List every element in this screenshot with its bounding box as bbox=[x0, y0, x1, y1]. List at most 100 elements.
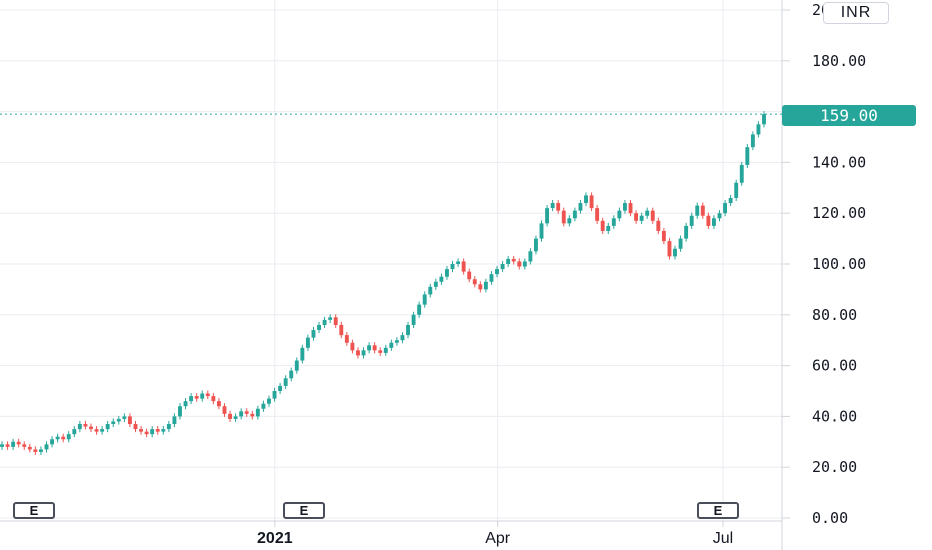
candle-up bbox=[684, 225, 689, 239]
candle-up bbox=[38, 449, 43, 452]
price-tick-label: 0.00 bbox=[812, 509, 848, 527]
candle-down bbox=[667, 241, 672, 257]
last-price-label: 159.00 bbox=[782, 105, 916, 126]
candle-up bbox=[300, 347, 305, 361]
candle-up bbox=[122, 416, 127, 419]
candle-up bbox=[611, 218, 616, 226]
time-tick-label: Apr bbox=[485, 530, 511, 547]
candle-down bbox=[628, 203, 633, 214]
candle-up bbox=[439, 276, 444, 282]
candle-up bbox=[166, 424, 171, 430]
candle-up bbox=[495, 269, 499, 275]
candle-up bbox=[261, 403, 266, 409]
candle-up bbox=[317, 324, 321, 331]
candle-down bbox=[22, 444, 27, 447]
candle-down bbox=[333, 317, 338, 325]
candle-down bbox=[650, 210, 655, 221]
candle-up bbox=[400, 335, 405, 341]
candle-up bbox=[545, 208, 550, 224]
candle-up bbox=[728, 197, 733, 204]
candle-up bbox=[678, 238, 683, 249]
candle-up bbox=[572, 210, 577, 219]
price-tick-label: 60.00 bbox=[812, 357, 857, 375]
candle-down bbox=[127, 416, 132, 425]
candle-up bbox=[483, 281, 488, 290]
candle-up bbox=[745, 147, 750, 165]
candle-up bbox=[55, 436, 60, 440]
candle-down bbox=[216, 401, 221, 407]
candle-down bbox=[339, 324, 344, 336]
price-tick-label: 120.00 bbox=[812, 204, 866, 222]
candle-up bbox=[161, 429, 166, 432]
time-axis[interactable]: 2021 Apr Jul bbox=[257, 521, 733, 547]
candle-up bbox=[11, 441, 16, 447]
earnings-marker[interactable]: E bbox=[283, 502, 325, 519]
earnings-marker[interactable]: E bbox=[697, 502, 739, 519]
candle-up bbox=[711, 218, 716, 226]
candle-up bbox=[72, 429, 77, 435]
candle-up bbox=[584, 195, 588, 204]
candle-down bbox=[344, 335, 349, 343]
candle-up bbox=[723, 203, 728, 214]
candle-down bbox=[222, 406, 227, 414]
candle-up bbox=[528, 251, 533, 262]
candle-down bbox=[83, 424, 88, 427]
candle-up bbox=[756, 124, 761, 135]
candle-up bbox=[311, 330, 316, 338]
candle-down bbox=[378, 350, 383, 353]
candle-up bbox=[294, 360, 299, 371]
candle-down bbox=[656, 220, 661, 231]
candle-up bbox=[100, 429, 105, 432]
candle-up bbox=[361, 350, 366, 356]
candle-up bbox=[645, 210, 650, 216]
candle-up bbox=[539, 223, 544, 239]
candle-down bbox=[517, 261, 522, 267]
candle-up bbox=[534, 238, 538, 252]
candle-up bbox=[623, 203, 627, 211]
candle-down bbox=[472, 279, 477, 285]
candle-up bbox=[445, 269, 449, 277]
candle-up bbox=[389, 342, 394, 348]
candle-down bbox=[350, 342, 355, 351]
price-axis[interactable]: 0.00 20.00 40.00 60.00 80.00 100.00 120.00 140.… bbox=[782, 1, 866, 527]
candle-down bbox=[139, 429, 143, 432]
candle-up bbox=[639, 215, 644, 221]
candle-down bbox=[595, 208, 600, 221]
candle-up bbox=[433, 281, 438, 287]
candle-up bbox=[150, 429, 155, 435]
candle-down bbox=[461, 261, 466, 272]
candle-up bbox=[172, 416, 177, 425]
candle-down bbox=[700, 205, 705, 216]
price-tick-label: 100.00 bbox=[812, 255, 866, 273]
candle-down bbox=[211, 396, 216, 402]
price-tick-label: 20.00 bbox=[812, 458, 857, 476]
candle-up bbox=[383, 347, 388, 353]
candle-down bbox=[706, 215, 711, 226]
earnings-marker[interactable]: E bbox=[13, 502, 55, 519]
candle-up bbox=[305, 337, 310, 348]
candle-up bbox=[77, 424, 82, 430]
candle-up bbox=[411, 314, 416, 325]
candle-down bbox=[661, 230, 666, 242]
candle-up bbox=[717, 213, 722, 219]
candle-down bbox=[194, 396, 199, 399]
candle-up bbox=[116, 418, 121, 422]
price-tick-label: 180.00 bbox=[812, 52, 866, 70]
candle-up bbox=[567, 218, 572, 224]
candle-down bbox=[16, 441, 21, 445]
candle-up bbox=[456, 261, 461, 264]
candle-down bbox=[467, 271, 472, 280]
candle-up bbox=[278, 385, 283, 391]
candle-down bbox=[478, 284, 483, 290]
candle-up bbox=[239, 411, 244, 417]
currency-badge[interactable]: INR bbox=[823, 2, 889, 24]
candle-down bbox=[33, 449, 38, 452]
candle-down bbox=[94, 429, 99, 432]
candle-up bbox=[272, 391, 277, 399]
candle-up bbox=[367, 345, 372, 351]
grid-lines bbox=[0, 0, 782, 521]
candle-up bbox=[422, 294, 427, 305]
candle-up bbox=[183, 401, 188, 407]
candle-down bbox=[356, 350, 360, 356]
